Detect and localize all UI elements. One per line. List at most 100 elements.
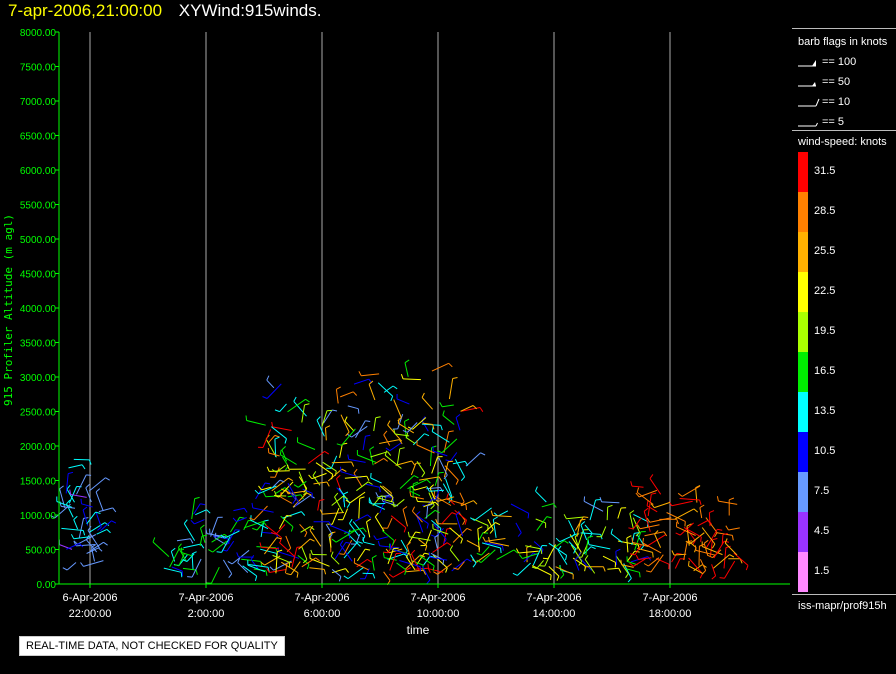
speed-swatch-label-9: 4.5 — [814, 525, 830, 537]
wind-barb — [66, 543, 84, 550]
wind-barb — [713, 554, 735, 569]
wind-barb — [699, 559, 707, 575]
wind-barb — [532, 545, 548, 566]
wind-barb — [396, 447, 405, 466]
wind-barb — [488, 537, 510, 547]
y-tick-label-11: 5500.00 — [20, 201, 57, 212]
wind-barb — [574, 556, 580, 571]
wind-barb — [405, 554, 426, 570]
wind-barb — [711, 564, 717, 580]
wind-barb — [270, 426, 287, 444]
wind-barb — [86, 511, 101, 525]
wind-barb — [368, 380, 376, 401]
wind-barb — [279, 449, 297, 465]
wind-barb — [366, 518, 371, 538]
wind-barb — [293, 480, 307, 488]
wind-barb — [272, 479, 285, 488]
wind-barb — [602, 555, 617, 568]
wind-barb — [370, 472, 382, 484]
wind-barb — [70, 534, 90, 540]
wind-barb — [574, 516, 589, 531]
wind-barb — [728, 497, 735, 516]
wind-barb — [183, 543, 205, 549]
wind-barb — [354, 514, 372, 522]
wind-barb — [536, 516, 552, 531]
wind-barb — [270, 467, 280, 478]
wind-barb — [629, 510, 635, 530]
wind-barb — [570, 544, 583, 566]
wind-barb — [535, 486, 547, 503]
wind-barb — [535, 518, 547, 528]
y-tick-label-8: 4000.00 — [20, 304, 57, 315]
wind-barb — [671, 550, 687, 556]
wind-barb — [285, 535, 292, 552]
barb-flag-glyph — [798, 122, 818, 127]
wind-barb — [266, 375, 275, 389]
y-tick-label-1: 500.00 — [25, 546, 56, 557]
barb-flag-glyph — [798, 98, 820, 107]
wind-barb — [701, 527, 716, 549]
wind-barb — [85, 484, 92, 503]
wind-barb — [452, 527, 472, 543]
wind-barb — [396, 562, 407, 575]
wind-barb — [163, 567, 183, 578]
wind-barb — [271, 524, 286, 535]
wind-barb — [62, 562, 77, 571]
wind-barb — [278, 515, 292, 529]
wind-barb — [679, 498, 702, 505]
wind-barb — [705, 528, 723, 549]
wind-barb — [649, 474, 662, 495]
wind-barb — [382, 517, 393, 529]
wind-barb — [666, 512, 686, 527]
wind-barb — [286, 464, 306, 470]
wind-barb — [432, 446, 448, 457]
wind-barb — [431, 456, 443, 474]
wind-barb — [275, 549, 283, 574]
wind-barb — [260, 548, 278, 559]
wind-barb — [421, 392, 433, 410]
wind-barb — [260, 519, 269, 537]
wind-barb — [487, 518, 494, 534]
speed-swatch-label-1: 28.5 — [814, 205, 836, 217]
wind-barb — [208, 540, 228, 553]
wind-barb — [555, 566, 574, 580]
wind-barb — [453, 561, 465, 570]
wind-barb — [510, 503, 530, 519]
wind-barb — [642, 537, 662, 554]
y-tick-label-13: 6500.00 — [20, 132, 57, 143]
wind-barb — [719, 560, 736, 579]
x-tick-date-0: 6-Apr-2006 — [62, 592, 117, 604]
wind-barb — [716, 496, 738, 505]
wind-barb — [344, 475, 370, 481]
wind-barb — [365, 483, 381, 493]
wind-barb — [643, 507, 651, 532]
wind-barb — [699, 504, 705, 519]
wind-barb — [676, 521, 696, 536]
wind-barb — [236, 552, 254, 558]
wind-barb — [377, 540, 400, 549]
wind-barb — [492, 516, 498, 538]
speed-swatch-label-5: 16.5 — [814, 365, 836, 377]
wind-barb — [362, 537, 375, 546]
wind-barb — [358, 496, 365, 519]
wind-barb — [477, 526, 483, 551]
wind-barb — [95, 511, 102, 531]
wind-barb — [388, 567, 412, 578]
speed-swatch-1 — [798, 192, 808, 232]
wind-barb — [558, 565, 565, 579]
wind-barb — [399, 560, 422, 572]
wind-barb — [610, 528, 623, 543]
y-tick-labels: 0.00 500.00 1000.00 1500.00 2000.00 2500.00 30… — [20, 28, 59, 591]
wind-barb — [441, 512, 457, 525]
wind-barb — [406, 432, 416, 444]
wind-barb — [369, 499, 386, 505]
wind-barb — [443, 460, 454, 478]
wind-barb — [615, 555, 629, 579]
wind-barb — [308, 472, 327, 480]
speed-swatch-9 — [798, 512, 808, 552]
wind-barb — [698, 543, 705, 566]
x-tick-time-5: 18:00:00 — [649, 608, 692, 620]
wind-barb — [683, 526, 702, 542]
wind-barb — [620, 559, 634, 568]
wind-barb — [274, 490, 287, 497]
